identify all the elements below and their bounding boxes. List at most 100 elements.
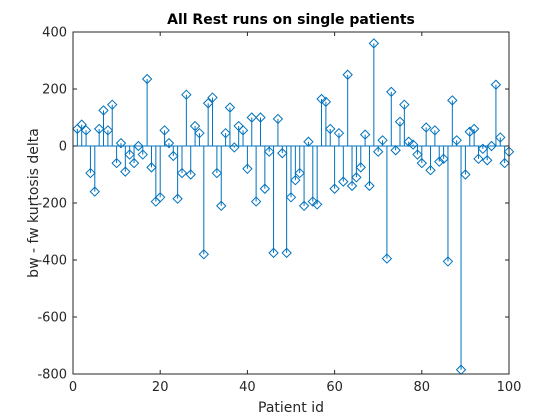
stem-marker [372,146,384,157]
stem-marker [176,167,188,179]
stem-marker [442,256,454,267]
stem-marker [447,95,458,106]
stem-marker [146,162,157,173]
stem-marker [290,174,301,186]
stem-marker [194,127,205,139]
stem-marker [154,192,166,203]
stem-marker [412,149,423,160]
stem-marker [486,140,497,152]
stem-marker [107,99,118,110]
y-tick-label: -800 [37,368,67,383]
stem-marker [364,180,375,192]
x-tick-label: 80 [414,380,431,395]
stem-marker [399,99,410,110]
x-tick-label: 40 [239,380,256,395]
stem-marker [359,129,371,140]
stem-marker [207,92,218,103]
stem-marker [473,153,484,165]
stem-marker [390,145,401,156]
stem-marker [394,116,406,127]
stem-marker [386,86,397,98]
stem-marker [93,123,105,135]
stem-marker [346,180,358,192]
stem-marker [495,132,506,143]
stem-marker [464,126,475,137]
chart-title: All Rest runs on single patients [167,12,415,28]
stem-marker [216,200,227,212]
stem-marker [163,137,175,149]
stem-marker [263,146,275,157]
y-axis-label: bw - fw kurtosis delta [26,128,42,278]
y-tick-label: -200 [37,197,67,212]
stem-marker [98,105,109,116]
stem-marker [316,93,327,105]
stem-marker [111,157,122,169]
stem-marker [355,162,366,173]
stem-marker [434,156,445,167]
y-tick-label: -400 [37,254,67,269]
stem-marker [137,149,148,160]
stem-marker [329,183,340,194]
stem-marker [499,157,510,169]
stem-marker [211,167,223,179]
stem-marker [242,163,253,175]
stem-marker [342,69,353,80]
stem-marker [189,120,201,132]
y-tick-label: 400 [42,26,67,41]
stem-marker [128,157,140,169]
stem-marker [115,137,127,149]
stem-marker [281,247,292,259]
stem-marker [285,192,297,203]
stem-marker [451,135,462,146]
stem-marker [259,183,271,194]
ticks-layer: 0 20 40 60 80 100 -800 -600 -400 -200 0 200 400 [37,26,521,396]
stem-marker [429,125,441,136]
stem-marker [246,112,257,123]
stem-marker [325,123,336,135]
stem-marker [416,157,428,169]
stem-marker [298,200,310,212]
stem-marker [89,186,101,197]
stem-marker [468,123,480,135]
x-tick-label: 100 [497,380,522,395]
stem-marker [272,113,284,125]
stem-marker [277,147,288,159]
stem-marker [268,247,279,259]
stems-layer [72,38,515,375]
stem-marker [307,196,319,207]
stem-marker [85,167,96,179]
stem-marker [294,167,305,179]
stem-marker [220,127,231,139]
stem-marker [237,125,249,136]
x-axis-label: Patient id [258,400,324,416]
stem-marker [141,73,153,85]
x-tick-label: 60 [326,380,343,395]
y-tick-label: 0 [59,140,67,155]
stem-marker [381,253,393,264]
stem-marker [168,150,179,162]
stem-marker [333,127,345,139]
stem-marker [407,139,419,150]
plot-area [73,32,509,374]
stem-marker [490,79,502,90]
stem-marker [76,119,87,130]
stem-marker [420,122,432,133]
stem-marker [368,38,380,49]
stem-marker [80,125,92,136]
stem-marker [311,199,323,210]
stem-marker [124,149,135,160]
stem-marker [255,112,266,123]
stem-marker [198,249,210,260]
stem-marker [377,135,388,146]
stem-marker [338,176,349,187]
stem-marker [477,143,489,155]
stem-marker [481,155,493,166]
stem-marker [425,165,436,176]
stem-marker [120,166,131,177]
stem-marker [250,196,262,207]
stem-marker [460,169,471,180]
stem-marker [438,153,449,165]
stem-marker [351,172,362,183]
stem-marker [159,125,170,136]
